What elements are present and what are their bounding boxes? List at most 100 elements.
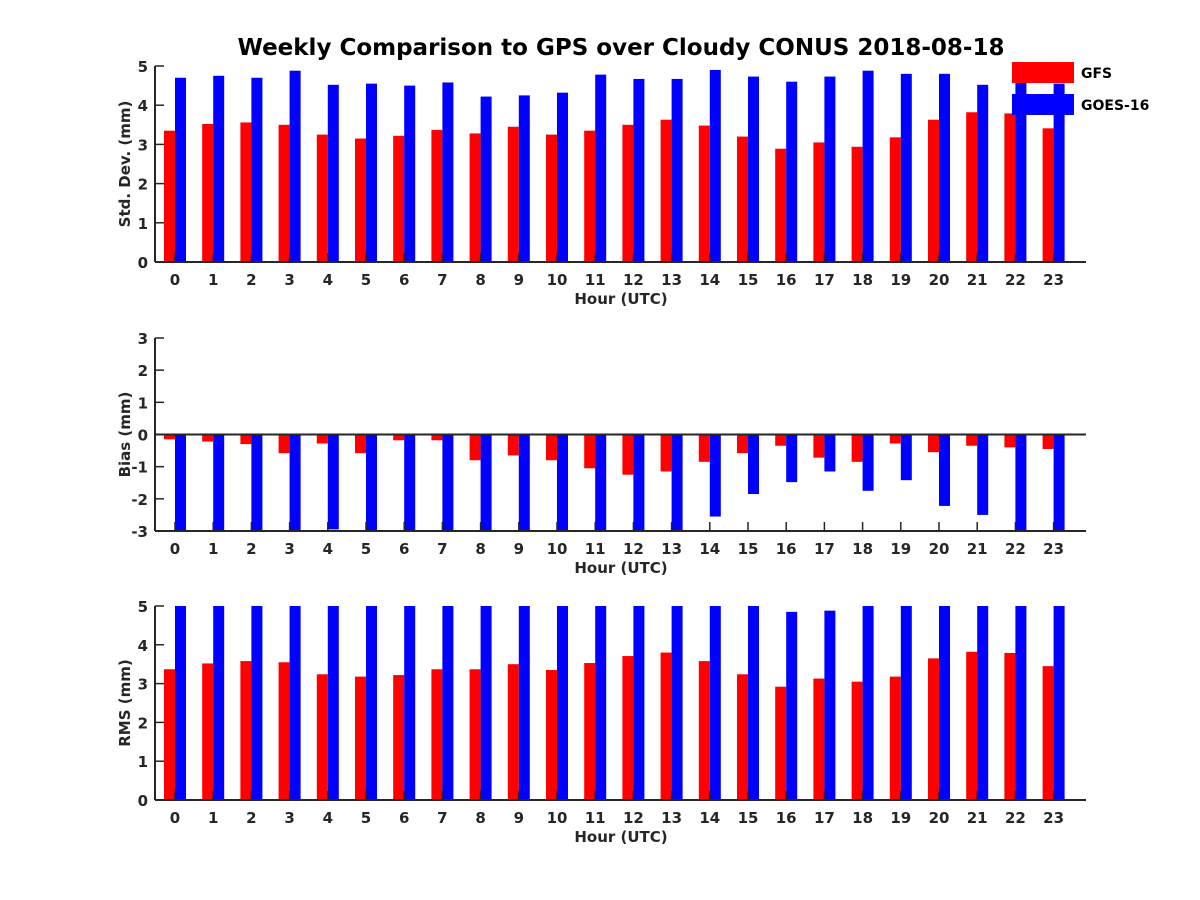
y-tick-label: 1 <box>138 394 148 412</box>
x-tick-label: 4 <box>323 271 333 289</box>
bar-gfs-hour-22 <box>1004 652 1016 800</box>
bar-goes16-hour-22 <box>1015 74 1027 263</box>
x-tick-label: 15 <box>738 271 759 289</box>
x-tick-label: 10 <box>547 271 568 289</box>
x-tick-label: 19 <box>890 809 911 827</box>
bar-goes16-hour-5 <box>366 434 377 531</box>
x-tick-label: 16 <box>776 540 797 558</box>
x-tick-label: 5 <box>361 809 371 827</box>
series-gfs <box>164 434 1054 475</box>
bar-goes16-hour-7 <box>442 82 454 263</box>
x-tick-label: 9 <box>514 809 524 827</box>
x-tick-label: 22 <box>1005 540 1026 558</box>
bar-gfs-hour-6 <box>393 434 405 441</box>
x-tick-label: 21 <box>967 809 988 827</box>
bar-goes16-hour-4 <box>327 434 339 530</box>
bar-gfs-hour-23 <box>1042 666 1054 800</box>
bar-goes16-hour-0 <box>175 606 186 800</box>
bar-gfs-hour-5 <box>355 676 366 800</box>
y-tick-label: 2 <box>138 176 148 194</box>
chart-title: Weekly Comparison to GPS over Cloudy CON… <box>238 35 1005 61</box>
x-tick-label: 19 <box>890 271 911 289</box>
bar-goes16-hour-6 <box>404 606 416 800</box>
bar-gfs-hour-2 <box>240 661 252 800</box>
y-tick-label: 5 <box>138 58 148 76</box>
legend-label-gfs: GFS <box>1081 66 1112 82</box>
bar-gfs-hour-6 <box>393 135 405 262</box>
x-tick-label: 23 <box>1043 809 1064 827</box>
bar-goes16-hour-14 <box>709 69 721 262</box>
bar-goes16-hour-19 <box>900 434 912 481</box>
x-tick-label: 21 <box>967 540 988 558</box>
bar-gfs-hour-0 <box>164 130 175 262</box>
bar-goes16-hour-23 <box>1053 434 1065 531</box>
bar-gfs-hour-13 <box>660 434 672 472</box>
bar-goes16-hour-2 <box>251 434 263 531</box>
x-tick-label: 1 <box>208 271 218 289</box>
y-tick-label: 2 <box>138 362 148 380</box>
bar-gfs-hour-17 <box>813 142 825 262</box>
bar-gfs-hour-18 <box>851 681 863 800</box>
y-tick-label: 4 <box>138 637 148 655</box>
bar-goes16-hour-17 <box>824 434 836 472</box>
bar-goes16-hour-6 <box>404 434 416 531</box>
x-tick-label: 10 <box>547 809 568 827</box>
bar-gfs-hour-12 <box>622 434 634 475</box>
bar-gfs-hour-4 <box>316 434 328 444</box>
bar-goes16-hour-5 <box>366 606 377 800</box>
bar-gfs-hour-0 <box>164 434 175 440</box>
y-tick-label: 3 <box>138 136 148 154</box>
x-tick-label: 18 <box>852 271 873 289</box>
bar-goes16-hour-13 <box>671 78 683 262</box>
bar-goes16-hour-14 <box>709 606 721 800</box>
legend-label-goes16: GOES-16 <box>1081 98 1149 114</box>
bar-goes16-hour-0 <box>175 77 186 262</box>
bar-goes16-hour-16 <box>786 81 798 263</box>
bar-goes16-hour-18 <box>862 606 874 800</box>
bar-goes16-hour-3 <box>289 70 301 262</box>
bar-gfs-hour-11 <box>584 130 596 262</box>
bar-goes16-hour-21 <box>977 84 989 262</box>
x-tick-label: 8 <box>475 540 485 558</box>
bar-goes16-hour-7 <box>442 606 454 800</box>
x-tick-label: 16 <box>776 809 797 827</box>
y-tick-label: -1 <box>131 459 148 477</box>
y-tick-label: 4 <box>138 97 148 115</box>
bar-gfs-hour-4 <box>316 674 328 800</box>
bar-goes16-hour-13 <box>671 434 683 531</box>
x-tick-label: 11 <box>585 271 606 289</box>
bar-gfs-hour-2 <box>240 122 252 262</box>
x-tick-label: 8 <box>475 809 485 827</box>
x-tick-label: 4 <box>323 540 333 558</box>
bar-goes16-hour-8 <box>480 96 492 263</box>
y-tick-label: 3 <box>138 676 148 694</box>
bar-goes16-hour-4 <box>327 84 339 262</box>
bar-gfs-hour-5 <box>355 434 366 454</box>
x-tick-label: 20 <box>929 540 950 558</box>
bar-gfs-hour-11 <box>584 434 596 469</box>
bar-gfs-hour-8 <box>469 133 481 262</box>
bar-goes16-hour-2 <box>251 77 263 262</box>
y-tick-label: -3 <box>131 523 148 541</box>
bar-gfs-hour-20 <box>928 658 939 800</box>
bar-goes16-hour-8 <box>480 606 492 800</box>
y-tick-label: 1 <box>138 753 148 771</box>
bar-gfs-hour-15 <box>737 674 748 800</box>
bar-gfs-hour-22 <box>1004 434 1016 448</box>
bar-gfs-hour-20 <box>928 119 939 262</box>
bar-goes16-hour-20 <box>939 434 950 506</box>
bar-gfs-hour-7 <box>431 669 443 800</box>
bar-gfs-hour-20 <box>928 434 939 453</box>
bar-goes16-hour-16 <box>786 611 798 800</box>
bar-gfs-hour-18 <box>851 434 863 462</box>
bar-goes16-hour-3 <box>289 606 301 800</box>
bar-gfs-hour-1 <box>202 663 214 800</box>
x-tick-label: 2 <box>246 540 256 558</box>
x-tick-label: 10 <box>547 540 568 558</box>
legend-swatch-goes16 <box>1012 94 1074 115</box>
bar-gfs-hour-23 <box>1042 434 1054 449</box>
bar-gfs-hour-14 <box>698 125 710 262</box>
bar-goes16-hour-1 <box>213 75 225 262</box>
bar-gfs-hour-10 <box>546 134 557 262</box>
bar-gfs-hour-9 <box>507 126 519 262</box>
